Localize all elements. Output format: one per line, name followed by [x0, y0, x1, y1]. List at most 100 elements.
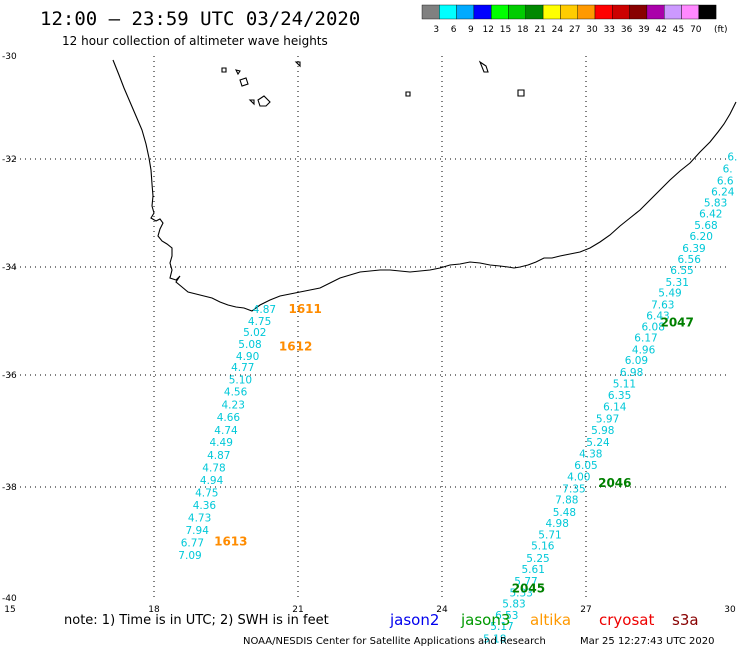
x-tick-label: 21	[292, 605, 303, 615]
satellite-name-cryosat: cryosat	[599, 611, 654, 629]
map-subtitle: 12 hour collection of altimeter wave hei…	[62, 34, 328, 48]
x-tick-label: 27	[580, 605, 591, 615]
x-tick-label: 24	[436, 605, 448, 615]
swh-value-label: 4.75	[195, 487, 218, 499]
altimeter-tracks: 4.874.755.025.084.904.775.104.564.234.66…	[178, 152, 737, 646]
island-3	[239, 77, 249, 87]
scale-swatch	[560, 4, 578, 20]
swh-value-label: 5.77	[514, 576, 537, 588]
swh-value-label: 5.16	[531, 541, 555, 553]
south-africa-coastline	[112, 59, 737, 312]
swh-value-label: 5.97	[596, 414, 619, 426]
pass-number-label: 2046	[598, 476, 631, 490]
scale-swatch	[577, 4, 596, 20]
scale-tick-label: 70	[690, 25, 702, 35]
swh-value-label: 5.11	[613, 378, 636, 390]
scale-swatch	[525, 4, 544, 20]
swh-value-label: 4.73	[188, 512, 211, 524]
swh-value-label: 4.38	[579, 448, 602, 460]
scale-unit-label: (ft)	[714, 25, 728, 35]
swh-value-label: 6.6	[717, 175, 734, 187]
swh-value-label: 6.43	[646, 310, 669, 322]
scale-swatch	[646, 4, 665, 20]
swh-value-label: 6.53	[495, 610, 518, 622]
swh-value-label: 5.68	[694, 220, 717, 232]
swh-value-label: 4.49	[210, 437, 233, 449]
y-tick-label: -38	[2, 483, 17, 493]
swh-value-label: 4.87	[253, 304, 276, 316]
swh-value-label: 6.	[727, 152, 737, 164]
swh-value-label: 7.09	[178, 550, 201, 562]
satellite-name-s3a: s3a	[672, 611, 699, 629]
y-tick-label: -36	[2, 371, 17, 381]
island-2	[234, 69, 241, 76]
swh-value-label: 5.10	[229, 374, 252, 386]
pass-jason3: 6.6.6.66.245.836.425.686.206.396.566.555…	[483, 152, 737, 646]
x-tick-label: 18	[148, 605, 160, 615]
scale-swatch	[612, 4, 630, 20]
x-tick-label: 30	[724, 605, 736, 615]
swh-value-label: 6.20	[690, 231, 713, 243]
map-title: 12:00 – 23:59 UTC 03/24/2020	[40, 8, 360, 30]
swh-value-label: 6.39	[682, 243, 705, 255]
pass-number-label: 2045	[512, 581, 545, 595]
y-tick-label: -30	[2, 52, 17, 62]
swh-value-label: 6.98	[620, 367, 643, 379]
scale-swatch	[439, 4, 457, 20]
swh-value-label: 5.25	[526, 553, 549, 565]
swh-value-label: 7.88	[555, 495, 578, 507]
pass-number-label: 1613	[214, 534, 247, 548]
satellite-legend: jason2 jason3 altika cryosat s3a	[389, 611, 699, 629]
swh-value-label: 5.31	[666, 277, 689, 289]
scale-swatch	[421, 4, 440, 20]
swh-value-label: 5.61	[522, 564, 545, 576]
swh-value-label: 5.71	[538, 530, 561, 542]
island-8	[517, 89, 525, 97]
swh-value-label: 6.09	[625, 355, 648, 367]
footer-credit: NOAA/NESDIS Center for Satellite Applica…	[243, 636, 546, 647]
swh-value-label: 4.87	[207, 450, 230, 462]
swh-value-label: 4.96	[632, 344, 656, 356]
satellite-name-jason3: jason3	[460, 611, 510, 629]
swh-value-label: 4.75	[248, 316, 271, 328]
swh-value-label: 5.02	[243, 327, 266, 339]
satellite-name-altika: altika	[530, 611, 571, 629]
swh-value-label: 4.74	[214, 425, 238, 437]
scale-tick-label: 18	[517, 25, 529, 35]
scale-tick-label: 45	[673, 25, 684, 35]
scale-swatch	[681, 4, 699, 20]
swh-value-label: 4.90	[236, 351, 259, 363]
swh-value-label: 7.63	[651, 300, 674, 312]
scale-swatch	[473, 4, 492, 20]
scale-swatch	[456, 4, 475, 20]
swh-value-label: 6.17	[634, 333, 657, 345]
y-tick-label: -40	[2, 594, 17, 604]
swh-value-label: 5.48	[553, 507, 576, 519]
axis-tick-labels: 15 18 21 24 27 30 -30 -32 -34 -36 -38 -40	[2, 52, 736, 615]
swh-value-label: 5.18	[483, 633, 506, 645]
scale-tick-label: 9	[468, 25, 474, 35]
pass-number-label: 1612	[279, 340, 312, 354]
scale-swatch	[629, 4, 648, 20]
swh-value-label: 6.77	[181, 537, 204, 549]
scale-swatch	[664, 4, 682, 20]
swh-value-label: 6.35	[608, 390, 631, 402]
swh-value-label: 4.36	[193, 500, 217, 512]
pass-number-label: 1611	[288, 302, 321, 316]
swh-value-label: 7.35	[562, 484, 585, 496]
swh-value-label: 5.33	[510, 587, 533, 599]
swh-value-label: 5.49	[658, 288, 681, 300]
swh-value-label: 6.	[723, 164, 733, 176]
footer-note: note: 1) Time is in UTC; 2) SWH is in fe…	[64, 613, 329, 628]
swh-value-label: 5.17	[490, 621, 513, 633]
swh-value-label: 6.08	[642, 322, 665, 334]
island-7	[405, 91, 411, 97]
footer-timestamp: Mar 25 12:27:43 UTC 2020	[580, 636, 715, 647]
scale-tick-label: 3	[433, 25, 439, 35]
scale-tick-label: 42	[655, 25, 666, 35]
swh-value-label: 4.66	[217, 412, 241, 424]
swh-value-label: 6.14	[603, 401, 627, 413]
scale-tick-label: 6	[451, 25, 457, 35]
scale-tick-label: 33	[604, 25, 615, 35]
